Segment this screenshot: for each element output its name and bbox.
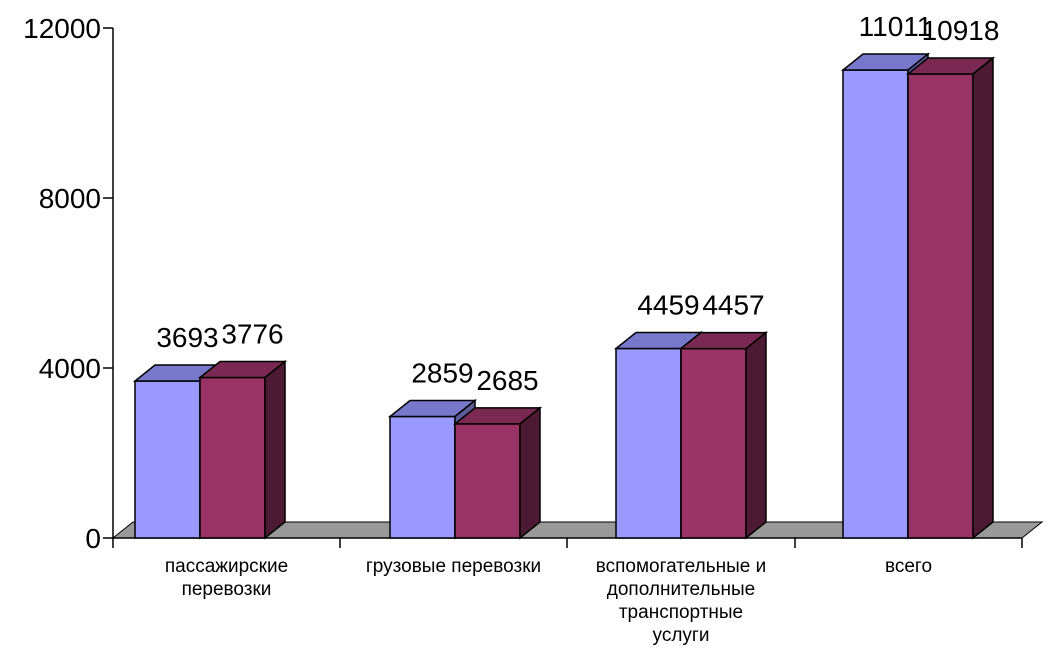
category-label: пассажирские перевозки [165, 556, 288, 600]
bar-front [199, 376, 266, 539]
bar [197, 359, 288, 540]
bar-front [615, 347, 682, 539]
data-label: 11011 [859, 11, 933, 42]
category-label: всего [885, 556, 932, 577]
bar-front [454, 423, 521, 539]
bar-front [842, 69, 909, 539]
data-label: 4459 [637, 289, 699, 320]
category-label: грузовые перевозки [366, 556, 541, 577]
y-tick-label: 0 [85, 523, 101, 554]
bar-front [134, 380, 201, 539]
y-tick-label: 12000 [23, 13, 101, 44]
bar-side [745, 331, 767, 540]
data-label: 10918 [922, 15, 1000, 46]
bar [452, 406, 543, 540]
y-tick-label: 8000 [39, 183, 101, 214]
y-tick-label: 4000 [39, 353, 101, 384]
bar-front [907, 73, 974, 539]
data-label: 3776 [221, 319, 283, 350]
bar-front [680, 347, 747, 539]
data-label: 3693 [156, 322, 218, 353]
bar [905, 56, 996, 540]
bar [678, 331, 769, 540]
data-label: 4457 [702, 290, 764, 321]
bar-side [972, 56, 994, 540]
bar-front [389, 415, 456, 539]
bar-side [519, 406, 541, 540]
data-label: 2685 [476, 365, 538, 396]
category-label: вспомогательные и дополнительные транспорт… [596, 556, 767, 646]
data-label: 2859 [411, 357, 473, 388]
bar-side [264, 359, 286, 540]
